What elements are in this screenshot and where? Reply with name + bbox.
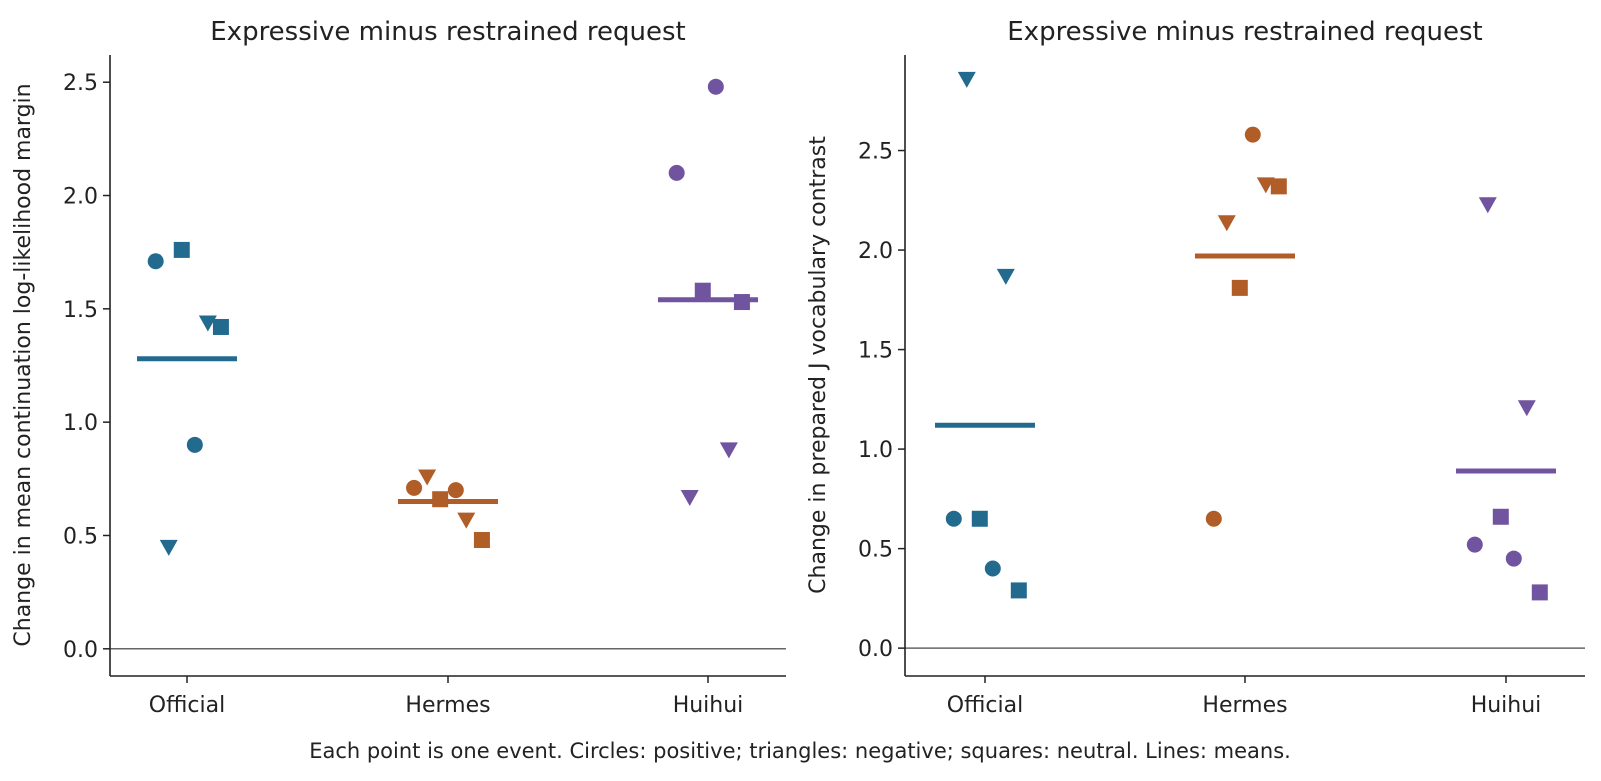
y-axis-label: Change in mean continuation log-likeliho… <box>11 83 36 646</box>
data-point-square <box>733 294 750 311</box>
data-point-square <box>173 241 190 258</box>
x-tick-label: Huihui <box>1471 693 1542 718</box>
y-tick-label: 0.0 <box>63 638 98 663</box>
x-tick-label: Hermes <box>1202 693 1287 718</box>
data-point-circle <box>668 164 685 181</box>
y-tick-label: 1.5 <box>858 339 893 364</box>
data-point-square <box>1010 582 1027 599</box>
data-point-square <box>694 282 711 299</box>
data-point-circle <box>186 436 203 453</box>
y-tick-label: 2.0 <box>63 185 98 210</box>
data-point-square <box>971 510 988 527</box>
data-point-circle <box>1505 550 1522 567</box>
figure-caption: Each point is one event. Circles: positi… <box>309 739 1291 763</box>
data-point-circle <box>1205 510 1222 527</box>
y-axis-label: Change in prepared J vocabulary contrast <box>806 136 831 594</box>
data-point-triangle <box>996 268 1015 285</box>
data-point-triangle <box>1217 215 1236 232</box>
y-tick-label: 0.0 <box>858 637 893 662</box>
data-point-triangle <box>1517 400 1536 417</box>
chart-title: Expressive minus restrained request <box>1007 17 1483 47</box>
chart-title: Expressive minus restrained request <box>210 17 686 47</box>
data-point-square <box>1531 584 1548 601</box>
data-point-triangle <box>680 489 699 506</box>
data-point-square <box>432 491 449 508</box>
data-point-square <box>473 532 490 549</box>
data-point-circle <box>447 482 464 499</box>
data-point-circle <box>984 560 1001 577</box>
left-panel: Expressive minus restrained request 0.0 0.… <box>11 17 786 718</box>
y-tick-label: 1.0 <box>858 438 893 463</box>
data-point-triangle <box>957 71 976 88</box>
data-point-triangle <box>457 512 476 529</box>
data-point-triangle <box>1256 177 1275 194</box>
data-point-square <box>1270 178 1287 195</box>
y-tick-label: 2.5 <box>63 71 98 96</box>
data-point-square <box>1231 279 1248 296</box>
data-point-circle <box>945 510 962 527</box>
data-point-circle <box>1244 126 1261 143</box>
x-tick-label: Hermes <box>405 693 490 718</box>
y-tick-label: 2.5 <box>858 140 893 165</box>
y-tick-label: 2.0 <box>858 239 893 264</box>
x-tick-label: Huihui <box>673 693 744 718</box>
data-point-triangle <box>159 539 178 556</box>
data-point-circle <box>406 479 423 496</box>
x-tick-label: Official <box>149 693 225 718</box>
data-point-circle <box>1466 536 1483 553</box>
right-panel: Expressive minus restrained request 0.0 0.… <box>806 17 1585 718</box>
y-tick-label: 1.0 <box>63 411 98 436</box>
data-point-square <box>212 318 229 335</box>
data-point-triangle <box>719 442 738 459</box>
y-tick-label: 1.5 <box>63 298 98 323</box>
y-tick-label: 0.5 <box>858 538 893 563</box>
x-tick-label: Official <box>947 693 1023 718</box>
data-point-triangle <box>418 469 437 486</box>
y-tick-label: 0.5 <box>63 524 98 549</box>
data-point-triangle <box>198 315 217 332</box>
data-point-circle <box>147 253 164 270</box>
data-point-square <box>1492 508 1509 525</box>
data-point-circle <box>707 78 724 95</box>
data-point-triangle <box>1478 197 1497 214</box>
